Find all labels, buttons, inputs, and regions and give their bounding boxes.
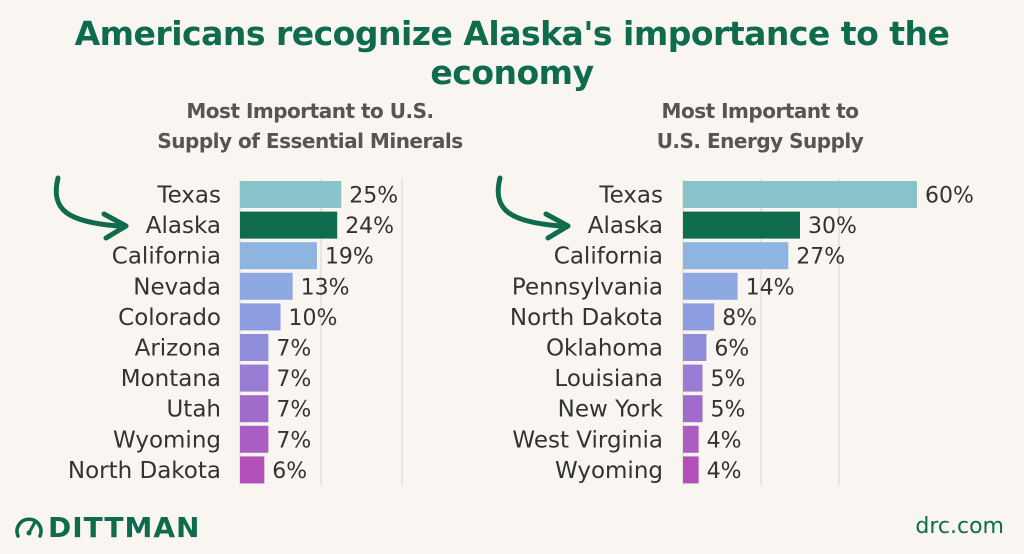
logo-wordmark: DITTMAN [48, 510, 201, 544]
energy-bar-west-virginia [683, 425, 699, 453]
energy-value-label: 4% [707, 428, 742, 453]
energy-bar-alaska [683, 211, 800, 239]
minerals-bar-chart: Texas 25% Alaska 24% California 19% Nevada 13% C… [68, 179, 403, 486]
arrow-pointer-right-icon [495, 175, 563, 229]
minerals-chart-title: Most Important to U.S. Supply of Essenti… [150, 96, 470, 156]
energy-value-label: 8% [722, 306, 757, 331]
energy-bar-wyoming [683, 456, 699, 484]
energy-chart-title: Most Important to U.S. Energy Supply [600, 96, 920, 156]
minerals-value-label: 7% [276, 337, 311, 362]
energy-category-label: Wyoming [555, 458, 663, 484]
energy-bar-california [683, 242, 789, 270]
energy-category-label: Louisiana [554, 366, 663, 392]
minerals-category-label: Montana [121, 366, 221, 392]
minerals-chart-title-line-1: Most Important to U.S. [186, 99, 434, 123]
energy-value-label: 4% [707, 459, 742, 484]
energy-bar-chart: Texas 60% Alaska 30% California 27% Pennsylvan… [510, 179, 974, 486]
minerals-value-label: 6% [272, 459, 307, 484]
energy-category-label: Texas [598, 183, 663, 209]
energy-category-label: Pennsylvania [512, 274, 663, 300]
minerals-category-label: Alaska [146, 213, 221, 239]
minerals-value-label: 7% [276, 367, 311, 392]
energy-category-label: Alaska [588, 213, 663, 239]
energy-value-label: 5% [711, 398, 746, 423]
headline: Americans recognize Alaska's importance … [74, 14, 950, 92]
minerals-chart-title-line-2: Supply of Essential Minerals [157, 129, 463, 153]
minerals-value-label: 7% [276, 398, 311, 423]
minerals-category-label: Colorado [118, 305, 221, 331]
arrow-head-left-icon [101, 211, 129, 241]
energy-bar-pennsylvania [683, 272, 738, 300]
minerals-value-label: 19% [325, 245, 374, 270]
minerals-category-label: North Dakota [68, 458, 221, 484]
energy-value-label: 27% [796, 245, 845, 270]
minerals-value-label: 10% [289, 306, 338, 331]
minerals-value-label: 25% [349, 184, 398, 209]
energy-category-label: Oklahoma [546, 336, 663, 362]
minerals-value-label: 7% [276, 428, 311, 453]
energy-chart-title-line-1: Most Important to [661, 99, 859, 123]
energy-value-label: 14% [746, 275, 795, 300]
minerals-value-label: 13% [301, 275, 350, 300]
minerals-bar-montana [240, 364, 269, 392]
minerals-value-label: 24% [345, 214, 394, 239]
energy-value-label: 30% [808, 214, 857, 239]
minerals-bar-california [240, 242, 317, 270]
energy-bar-new-york [683, 395, 703, 423]
minerals-category-label: Wyoming [113, 427, 221, 453]
minerals-category-label: Texas [156, 183, 221, 209]
site-url: drc.com [915, 514, 1004, 539]
minerals-bar-texas [240, 181, 342, 208]
minerals-bar-wyoming [240, 425, 269, 453]
energy-category-label: West Virginia [512, 427, 663, 453]
energy-category-label: North Dakota [510, 305, 663, 331]
energy-chart-title-line-2: U.S. Energy Supply [656, 129, 864, 153]
dittman-logo: DITTMAN [14, 510, 200, 544]
minerals-category-label: Arizona [135, 336, 221, 362]
energy-value-label: 5% [711, 367, 746, 392]
energy-bar-louisiana [683, 364, 703, 392]
arrow-pointer-left-icon [53, 175, 121, 229]
minerals-bar-utah [240, 395, 269, 423]
minerals-bar-north-dakota [240, 456, 265, 484]
minerals-bar-arizona [240, 334, 269, 361]
minerals-category-label: Utah [166, 397, 221, 423]
energy-bar-north-dakota [683, 303, 715, 331]
minerals-category-label: Nevada [133, 274, 221, 300]
minerals-bar-alaska [240, 211, 338, 239]
energy-category-label: California [554, 244, 663, 270]
minerals-bar-nevada [240, 272, 293, 300]
energy-category-label: New York [558, 397, 664, 423]
gauge-icon [15, 517, 43, 538]
minerals-bar-colorado [240, 303, 281, 331]
energy-value-label: 6% [714, 337, 749, 362]
arrow-head-right-icon [543, 211, 571, 241]
energy-value-label: 60% [925, 184, 974, 209]
minerals-category-label: California [112, 244, 221, 270]
energy-bar-oklahoma [683, 334, 707, 361]
energy-bar-texas [683, 181, 917, 208]
